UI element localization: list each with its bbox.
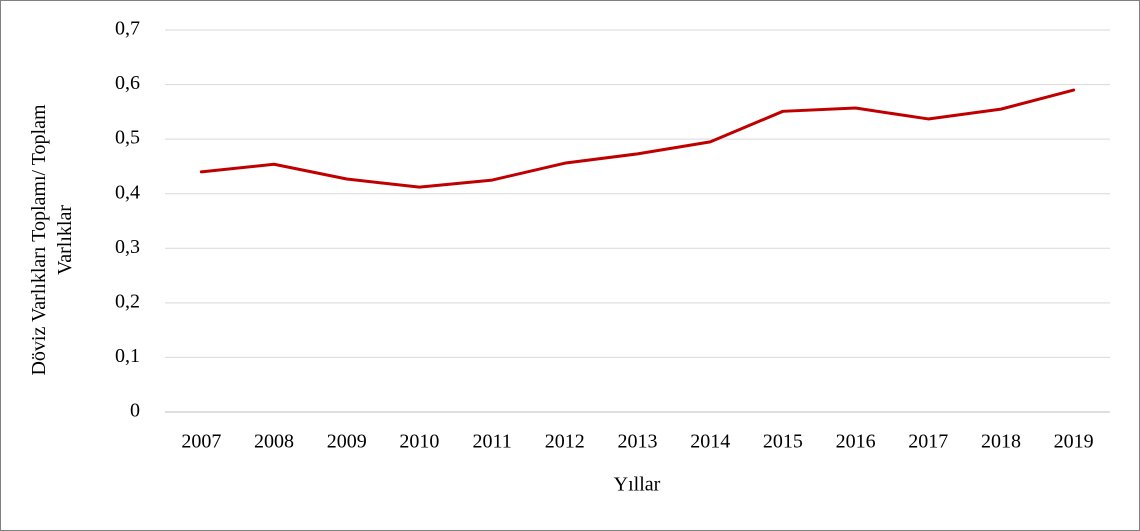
y-axis-label: Döviz Varlıkları Toplamı/ Toplam Varlıkla… — [28, 104, 76, 375]
y-tick-label: 0,3 — [115, 236, 140, 258]
y-tick-label: 0,6 — [115, 72, 140, 94]
x-tick-label: 2010 — [399, 431, 439, 453]
x-tick-label: 2017 — [908, 431, 948, 453]
x-tick-label: 2009 — [327, 431, 367, 453]
x-tick-label: 2014 — [690, 431, 730, 453]
data-line — [199, 88, 1076, 189]
x-tick-label: 2016 — [836, 431, 876, 453]
x-tick-label: 2019 — [1054, 431, 1094, 453]
x-tick-label: 2008 — [254, 431, 294, 453]
x-tick-label: 2015 — [763, 431, 803, 453]
y-tick-label: 0,1 — [115, 345, 140, 367]
x-axis-label: Yıllar — [614, 474, 661, 496]
x-tick-label: 2007 — [181, 431, 221, 453]
y-tick-label: 0,4 — [115, 181, 140, 203]
y-tick-label: 0,2 — [115, 290, 140, 312]
x-tick-label: 2011 — [472, 431, 511, 453]
y-tick-label: 0,7 — [115, 18, 140, 40]
y-tick-label: 0,5 — [115, 127, 140, 149]
x-tick-label: 2012 — [545, 431, 585, 453]
x-tick-label: 2018 — [981, 431, 1021, 453]
y-tick-label: 0 — [130, 400, 140, 422]
x-tick-label: 2013 — [618, 431, 658, 453]
